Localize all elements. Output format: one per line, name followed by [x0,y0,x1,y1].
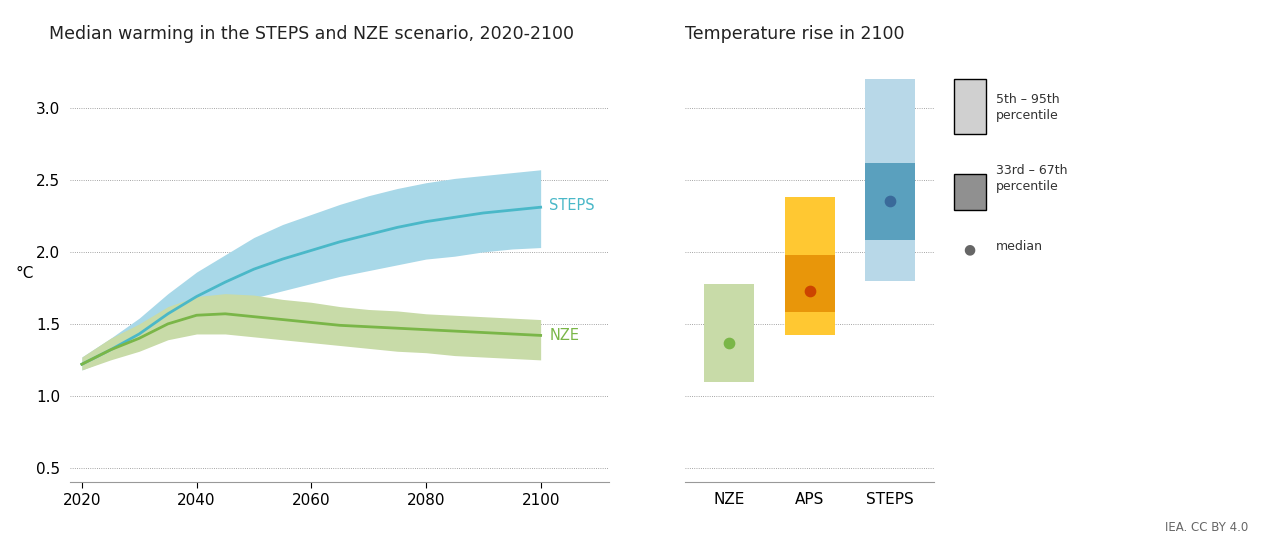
Bar [865,76,915,281]
Text: percentile: percentile [996,109,1059,122]
Point [719,338,740,347]
Text: median: median [996,240,1043,253]
Text: 5th – 95th: 5th – 95th [996,93,1060,106]
Text: Median warming in the STEPS and NZE scenario, 2020-2100: Median warming in the STEPS and NZE scen… [49,25,573,43]
Bar [785,255,835,312]
Text: NZE: NZE [549,328,580,343]
Y-axis label: °C: °C [15,265,33,281]
Bar [865,162,915,240]
Text: ●: ● [964,243,975,257]
Text: IEA. CC BY 4.0: IEA. CC BY 4.0 [1165,521,1248,534]
Text: STEPS: STEPS [549,198,595,213]
Text: 33rd – 67th: 33rd – 67th [996,164,1068,177]
Point [879,197,900,206]
Text: percentile: percentile [996,180,1059,193]
Bar [785,197,835,335]
Point [799,287,820,295]
Bar [704,283,754,382]
Text: Temperature rise in 2100: Temperature rise in 2100 [685,25,904,43]
